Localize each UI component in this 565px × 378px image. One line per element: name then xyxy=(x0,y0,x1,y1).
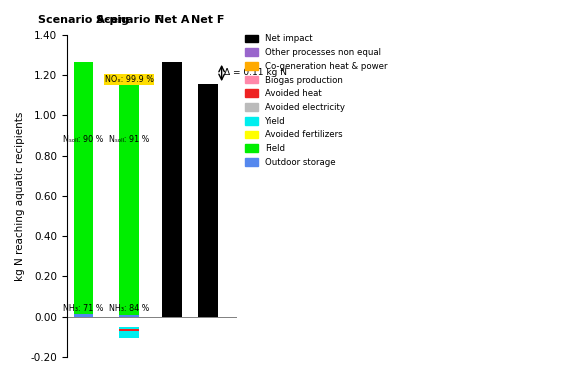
Bar xyxy=(73,62,93,314)
Bar xyxy=(73,314,93,317)
Text: NH₃: 71 %: NH₃: 71 % xyxy=(63,304,103,313)
Text: Δ = 0.11 kg N: Δ = 0.11 kg N xyxy=(224,68,286,77)
Text: NH₃: 84 %: NH₃: 84 % xyxy=(109,304,150,313)
Text: NOₓ: 99.9 %: NOₓ: 99.9 % xyxy=(105,75,154,84)
Bar xyxy=(119,77,139,79)
Y-axis label: kg N reaching aquatic recipients: kg N reaching aquatic recipients xyxy=(15,111,25,280)
Bar xyxy=(119,329,139,331)
Text: Nₛₒₗₗ: 91 %: Nₛₒₗₗ: 91 % xyxy=(109,135,150,144)
Legend: Net impact, Other processes non equal, Co-generation heat & power, Biogas produc: Net impact, Other processes non equal, C… xyxy=(244,33,389,169)
Bar xyxy=(119,315,139,317)
Bar xyxy=(119,327,139,338)
Bar xyxy=(119,79,139,84)
Bar xyxy=(162,62,182,317)
Text: Nₛₒₗₗ: 90 %: Nₛₒₗₗ: 90 % xyxy=(63,135,103,144)
Bar xyxy=(119,84,139,315)
Bar xyxy=(198,84,218,317)
